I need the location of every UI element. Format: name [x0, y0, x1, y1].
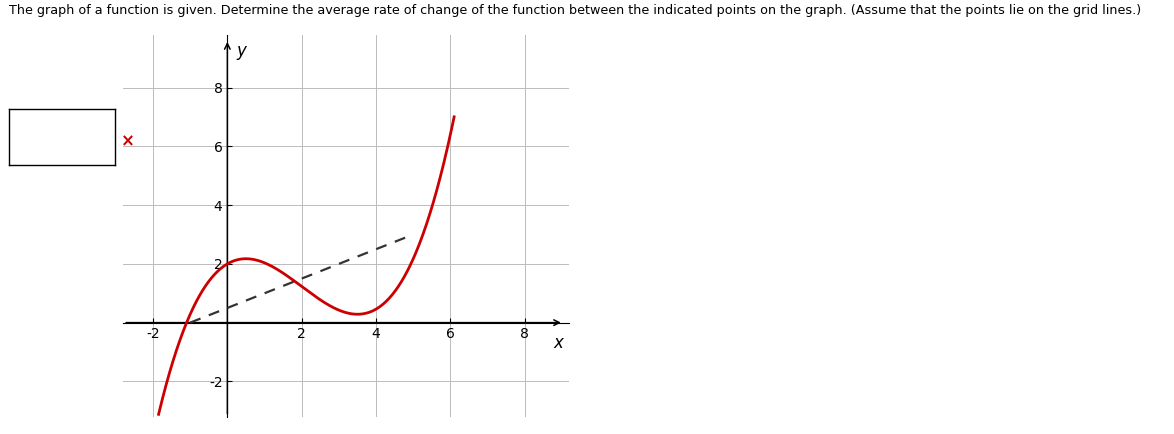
Text: y: y: [237, 42, 247, 60]
Text: ×: ×: [121, 132, 135, 150]
Text: x: x: [553, 334, 564, 352]
Text: The graph of a function is given. Determine the average rate of change of the fu: The graph of a function is given. Determ…: [9, 4, 1141, 17]
